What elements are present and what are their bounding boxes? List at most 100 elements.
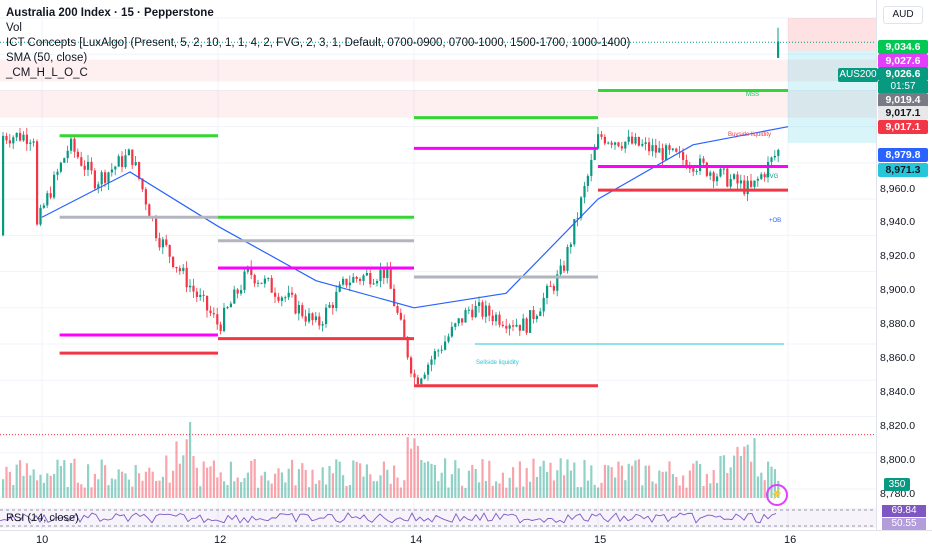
candle [450,326,453,337]
time-label: 10 [36,534,49,546]
volume-bar [229,461,232,498]
volume-bar [318,480,321,498]
legend-volume[interactable]: Vol [6,22,22,34]
volume-bar [406,437,409,498]
volume-bar [42,482,45,498]
volume-bar [267,480,270,498]
price-tag-high: 9,034.6 [878,40,928,54]
candle [416,377,419,385]
volume-bar [620,465,623,498]
volume-bar [369,474,372,498]
volume-bar [573,462,576,498]
candle [304,316,307,322]
candle [525,318,528,333]
candle [87,161,90,170]
price-tag-prev: 9,027.6 [878,54,928,68]
legend-ict-concepts[interactable]: ICT Concepts [LuxAlgo] (Present, 5, 2, 1… [6,37,631,49]
time-axis[interactable] [0,530,932,551]
volume-bar [219,472,222,498]
candle [675,148,678,152]
price-tag-last: 9,026.6 [878,67,928,81]
ob-label: +OB [769,218,781,224]
candle [508,325,511,329]
price-tick: 8,860.0 [880,352,916,364]
volume-bar [600,482,603,498]
volume-bar [124,473,127,498]
candle [257,282,260,284]
candle [331,304,334,309]
volume-bar [512,467,515,498]
candle [403,319,406,338]
candle [314,316,317,321]
candle [243,271,246,291]
candle [712,172,715,182]
candle [637,136,640,146]
candle [280,297,283,301]
chart-title[interactable]: Australia 200 Index · 15 · Pepperstone [6,7,214,19]
candles [2,27,780,387]
candle [607,142,610,144]
volume-bar [22,475,25,498]
volume-bar [362,476,365,498]
volume-bar [440,472,443,498]
volume-bar [209,466,212,498]
rsi-legend[interactable]: RSI (14, close) [6,512,79,524]
candle [767,161,770,178]
volume-bar [678,485,681,498]
currency-button[interactable]: AUD [883,6,923,24]
candle [131,149,134,166]
volume-bar [304,469,307,498]
volume-bar [671,474,674,498]
candle [39,207,42,225]
volume-bar [641,485,644,498]
volume-bar [382,461,385,498]
legend-sma[interactable]: SMA (50, close) [6,52,88,64]
candle [756,178,759,181]
rsi-pane [0,508,876,528]
candle [556,274,559,291]
candle [2,135,5,236]
volume-bar [682,475,685,498]
volume-bar [624,480,627,498]
volume-bar [15,464,18,498]
volume-bar [661,471,664,498]
price-tick: 8,880.0 [880,318,916,330]
volume-bar [525,467,528,498]
flash-icon[interactable]: ⚡ [766,484,788,506]
volume-bar [90,487,93,498]
candle [515,324,518,327]
candle [529,310,532,333]
candle [491,315,494,322]
sma-line [41,126,789,309]
candle [270,278,273,293]
volume-bar [767,461,770,498]
volume-bar [311,469,314,498]
volume-bar [131,486,134,498]
volume-bar [566,459,569,498]
volume-bar [212,460,215,498]
candle [454,323,457,327]
candle [546,285,549,298]
volume-bar [70,463,73,498]
volume-bar [216,477,219,498]
candle [495,314,498,322]
volume-bar [291,459,294,498]
candle [753,180,756,187]
volume-bar [161,476,164,498]
candle [399,312,402,320]
legend-hloc[interactable]: _CM_H_L_O_C [6,67,88,79]
candle [253,275,256,284]
candle [729,178,732,187]
candle [277,296,280,301]
supply-zone [0,59,876,82]
volume-bar [148,467,151,498]
volume-bar [345,485,348,498]
candle [110,169,113,173]
candle [580,197,583,219]
candle [600,134,603,137]
candle [427,364,430,375]
candle [240,290,243,294]
volume-bars [2,421,780,498]
candle [236,289,239,294]
